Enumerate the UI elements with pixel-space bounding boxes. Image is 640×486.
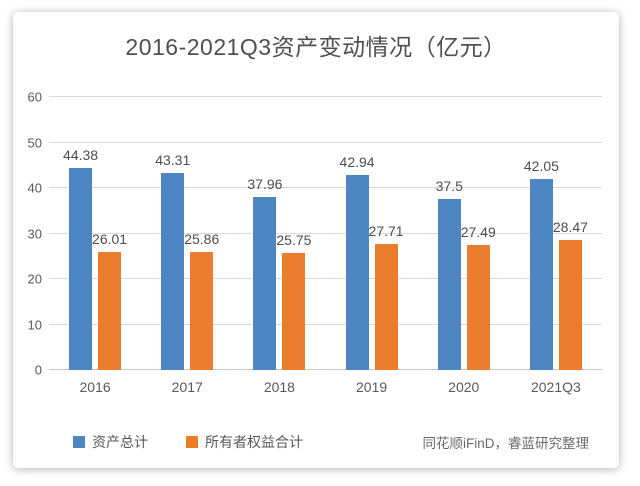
legend-label: 所有者权益合计	[205, 434, 303, 450]
legend-label: 资产总计	[92, 434, 148, 450]
bar-group: 43.31 25.86 2017	[141, 97, 233, 395]
chart-card: 2016-2021Q3资产变动情况（亿元） 0 10 20 30 40 50 60 44.38…	[13, 12, 619, 468]
legend-item: 资产总计	[73, 432, 148, 452]
bar-group: 37.5 27.49 2020	[418, 97, 510, 395]
y-axis-tick-label: 0	[34, 362, 42, 378]
legend: 资产总计 所有者权益合计	[73, 432, 341, 452]
bar-series-0	[253, 197, 277, 370]
data-label: 43.31	[155, 151, 191, 168]
y-axis-tick-label: 30	[27, 226, 42, 241]
x-axis-label: 2021Q3	[530, 379, 581, 395]
x-axis-label: 2017	[171, 379, 203, 395]
y-axis-tick-label: 50	[27, 135, 42, 150]
legend-row: 资产总计 所有者权益合计 同花顺iFinD，睿蓝研究整理	[73, 432, 589, 452]
data-label: 28.47	[552, 219, 588, 236]
x-axis-label: 2016	[79, 379, 111, 395]
chart-title: 2016-2021Q3资产变动情况（亿元）	[125, 34, 507, 60]
gridline	[49, 232, 602, 234]
data-label: 27.49	[460, 223, 496, 240]
x-axis-label: 2018	[263, 379, 295, 395]
bar-series-1	[282, 252, 306, 370]
gridline	[49, 187, 602, 188]
bar-series-1	[558, 240, 582, 370]
bar-group: 42.94 27.71 2019	[326, 97, 418, 395]
data-label: 42.05	[523, 157, 559, 174]
y-axis-tick-label: 60	[27, 89, 42, 105]
bar-series-1	[98, 251, 122, 370]
bar-series-0	[529, 178, 553, 370]
y-axis-tick-label: 20	[27, 271, 42, 287]
y-axis-tick-label: 40	[27, 180, 42, 196]
bar-series-0	[69, 168, 93, 370]
bar-group: 44.38 26.01 2016	[49, 97, 141, 395]
bar-series-0	[437, 199, 461, 370]
plot-area: 0 10 20 30 40 50 60 44.38 26.01 2016 43.31 25.86 201…	[28, 91, 602, 395]
bar-series-1	[466, 244, 490, 370]
bar-series-0	[345, 174, 369, 370]
data-label: 42.94	[339, 153, 375, 170]
legend-swatch	[186, 436, 198, 448]
data-label: 37.5	[435, 178, 463, 195]
x-axis-label: 2020	[448, 379, 480, 395]
y-axis-tick-label: 10	[27, 317, 42, 332]
data-label: 37.96	[247, 176, 283, 193]
gridline	[49, 369, 602, 370]
gridline	[49, 141, 602, 143]
bar-series-1	[374, 243, 398, 370]
data-label: 26.01	[92, 230, 128, 247]
bar-group: 37.96 25.75 2018	[233, 97, 325, 395]
data-label: 44.38	[63, 147, 99, 164]
data-label: 27.71	[368, 222, 404, 239]
bar-group: 42.05 28.47 2021Q3	[510, 97, 602, 395]
bar-series-0	[161, 172, 185, 370]
x-axis-label: 2019	[356, 379, 388, 395]
gridline	[49, 278, 602, 279]
gridline	[49, 323, 602, 325]
data-label: 25.86	[184, 231, 220, 248]
legend-swatch	[73, 436, 85, 448]
legend-item: 所有者权益合计	[186, 432, 303, 452]
bar-series-1	[190, 252, 214, 370]
gridline	[49, 96, 602, 97]
data-label: 25.75	[276, 231, 312, 248]
source-note: 同花顺iFinD，睿蓝研究整理	[422, 436, 589, 451]
